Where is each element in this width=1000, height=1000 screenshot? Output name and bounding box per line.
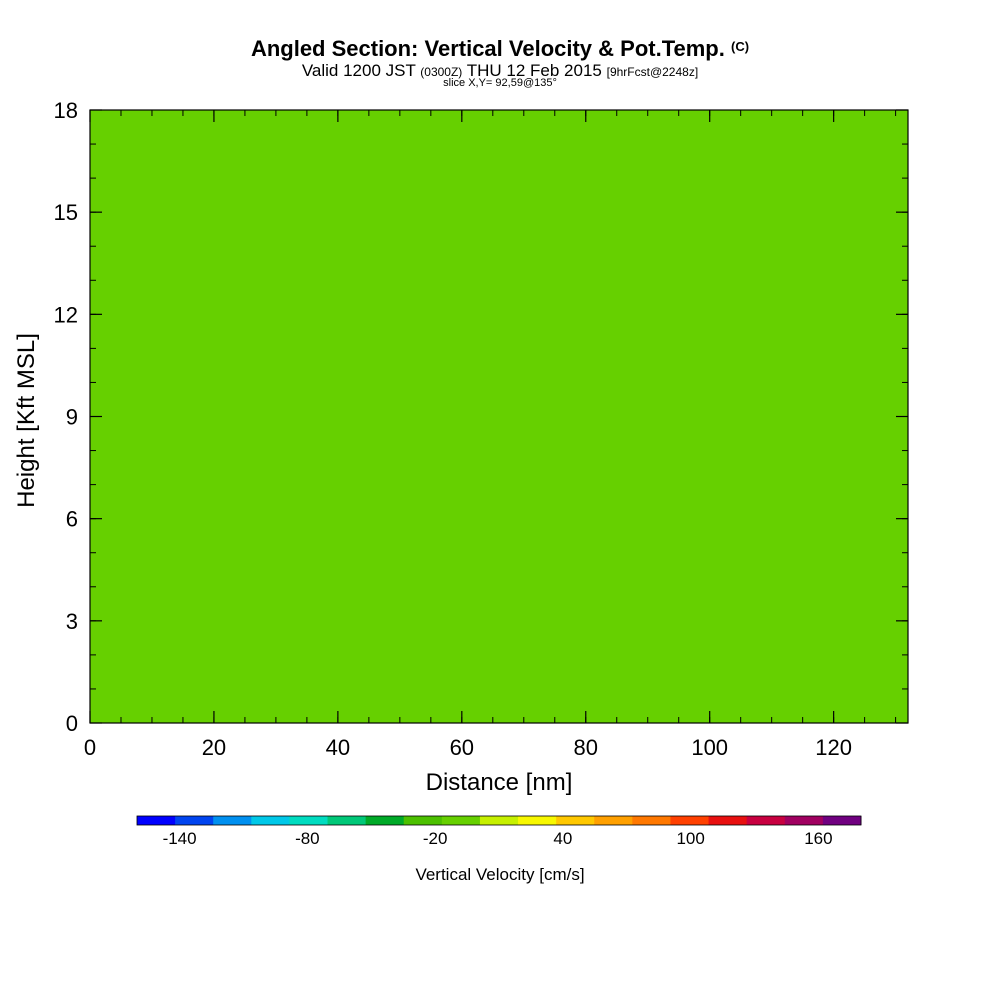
colorbar-label: Vertical Velocity [cm/s] — [415, 865, 584, 884]
colorbar-tick-label: -80 — [295, 829, 320, 848]
x-axis-label: Distance [nm] — [426, 769, 573, 796]
colorbar-swatch — [251, 816, 290, 825]
x-tick-label: 0 — [84, 735, 96, 760]
colorbar-swatch — [213, 816, 252, 825]
colorbar-swatch — [403, 816, 443, 825]
velocity-background — [90, 110, 908, 723]
y-tick-label: 12 — [54, 302, 78, 327]
colorbar-tick-label: 40 — [553, 829, 572, 848]
colorbar-swatch — [365, 816, 405, 825]
title-mark: (C) — [731, 39, 750, 54]
y-tick-label: 6 — [66, 507, 78, 532]
colorbar-swatch — [670, 816, 710, 825]
colorbar-swatch — [594, 816, 633, 825]
title-text: Angled Section: Vertical Velocity & Pot.… — [250, 36, 725, 61]
colorbar-swatch — [289, 816, 329, 825]
valid-utc: (0300Z) — [420, 65, 463, 79]
x-tick-label: 20 — [202, 735, 226, 760]
colorbar-tick-label: -20 — [423, 829, 448, 848]
valid-prefix: Valid 1200 JST — [301, 61, 416, 80]
chart-title: Angled Section: Vertical Velocity & Pot.… — [0, 36, 1000, 62]
colorbar-swatch — [556, 816, 595, 825]
x-tick-label: 80 — [574, 735, 598, 760]
x-tick-label: 40 — [326, 735, 350, 760]
y-tick-label: 3 — [66, 609, 78, 634]
colorbar-frame — [136, 815, 862, 826]
colorbar-swatch — [479, 816, 519, 825]
colorbar-swatch — [708, 816, 748, 825]
colorbar-swatch — [175, 816, 214, 825]
colorbar-tick-label: 100 — [676, 829, 704, 848]
y-tick-label: 15 — [54, 200, 78, 225]
x-tick-label: 60 — [450, 735, 474, 760]
colorbar-swatch — [327, 816, 367, 825]
valid-date: THU 12 Feb 2015 — [466, 61, 602, 80]
colorbar-swatch — [822, 816, 862, 825]
y-tick-label: 18 — [54, 98, 78, 123]
x-tick-label: 100 — [691, 735, 728, 760]
colorbar-tick-label: 160 — [804, 829, 832, 848]
colorbar-swatch — [746, 816, 786, 825]
x-tick-label: 120 — [815, 735, 852, 760]
colorbar-swatch — [784, 816, 824, 825]
colorbar-tick-label: -140 — [163, 829, 197, 848]
colorbar: -140 -80 -20 40 100 160 Vertical Velocity [cm/… — [136, 815, 862, 884]
y-axis-label: Height [Kft MSL] — [13, 333, 40, 508]
colorbar-swatch — [518, 816, 557, 825]
valid-time-line: Valid 1200 JST (0300Z) THU 12 Feb 2015 [… — [0, 61, 1000, 81]
colorbar-swatch — [441, 816, 481, 825]
y-tick-label: 9 — [66, 405, 78, 430]
slice-subtitle: slice X,Y= 92,59@135° — [443, 77, 557, 89]
forecast-tag: [9hrFcst@2248z] — [606, 65, 699, 79]
y-tick-label: 0 — [66, 711, 78, 736]
colorbar-swatch — [632, 816, 671, 825]
colorbar-swatch — [137, 816, 176, 825]
